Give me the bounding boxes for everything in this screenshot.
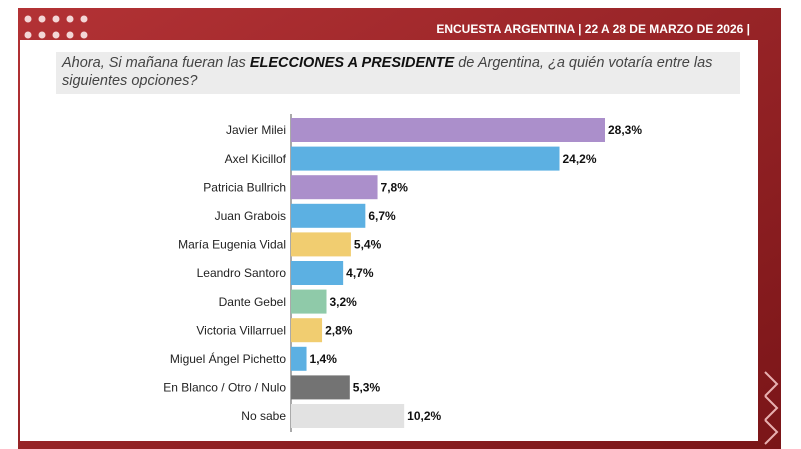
category-label: Miguel Ángel Pichetto [170,351,286,366]
category-label: Dante Gebel [219,295,286,309]
category-label: Javier Milei [226,123,286,137]
value-label: 4,7% [346,266,374,280]
value-label: 6,7% [368,209,396,223]
header: ENCUESTA ARGENTINA | 22 A 28 DE MARZO DE… [436,22,750,36]
question-text: de Argentina, ¿a quién votaría entre las… [62,55,713,89]
bar [291,232,351,257]
category-label: María Eugenia Vidal [178,238,286,252]
category-label: Juan Grabois [215,209,286,223]
value-label: 5,3% [353,381,381,395]
question-bold: ELECCIONES A PRESIDENTE [249,55,455,71]
category-label: Victoria Villarruel [196,323,286,337]
question: Ahora, Si mañana fueran las ELECCIONES A… [56,52,740,94]
chevrons [764,371,779,445]
bar [291,146,560,171]
category-label: En Blanco / Otro / Nulo [163,381,286,395]
panel [20,40,758,441]
question-text: Ahora, Si mañana fueran las [62,55,250,71]
bar [291,203,366,228]
value-label: 2,8% [325,323,353,337]
bar [291,404,405,428]
bar [291,375,350,400]
category-label: Leandro Santoro [197,266,287,280]
category-label: No sabe [241,409,286,423]
value-label: 24,2% [563,152,597,166]
value-label: 7,8% [381,180,409,194]
value-label: 1,4% [310,352,338,366]
bar [291,318,323,343]
bar [291,175,378,200]
value-label: 10,2% [407,409,441,423]
value-label: 28,3% [608,123,642,137]
bar [291,261,344,285]
bar [291,289,327,314]
category-label: Patricia Bullrich [203,180,286,194]
bar [291,118,605,142]
value-label: 3,2% [330,295,358,309]
dots [24,15,88,39]
category-label: Axel Kicillof [225,152,287,166]
value-label: 5,4% [354,238,382,252]
bar [291,346,307,371]
